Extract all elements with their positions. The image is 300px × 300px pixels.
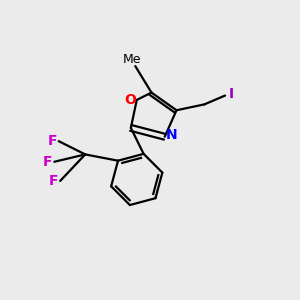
Text: Me: Me	[122, 53, 141, 66]
Text: F: F	[43, 155, 52, 169]
Text: F: F	[47, 134, 57, 148]
Text: F: F	[49, 174, 58, 188]
Text: N: N	[165, 128, 177, 142]
Text: I: I	[229, 87, 234, 101]
Text: O: O	[124, 93, 136, 107]
